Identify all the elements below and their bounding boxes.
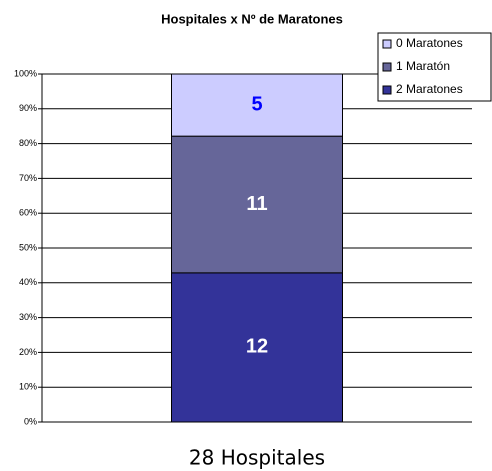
y-tick-label: 40% [19,277,37,287]
y-tick-label: 90% [19,103,37,113]
legend-label: 1 Maratón [396,59,450,73]
y-tick-label: 0% [24,416,37,426]
bar-segment [171,135,343,274]
data-label: 5 [251,93,262,115]
legend-swatch [382,85,392,95]
y-tick-label: 20% [19,347,37,357]
y-tick-label: 50% [19,242,37,252]
legend-swatch [382,39,392,49]
data-label: 12 [246,336,268,358]
y-tick-label: 80% [19,138,37,148]
data-label: 11 [246,193,267,215]
legend-box [377,32,492,102]
legend-label: 2 Maratones [396,82,463,96]
bar-segment [171,73,343,137]
bar-segment [171,272,343,423]
y-tick-label: 10% [19,382,37,392]
y-tick-label: 70% [19,173,37,183]
legend-label: 0 Maratones [396,36,463,50]
y-tick-label: 60% [19,208,37,218]
chart-title: Hospitales x Nº de Maratones [161,11,343,26]
legend-swatch [382,62,392,72]
y-tick-label: 30% [19,312,37,322]
y-tick-label: 100% [14,68,37,78]
x-tick-label: 28 Hospitales [189,446,325,470]
